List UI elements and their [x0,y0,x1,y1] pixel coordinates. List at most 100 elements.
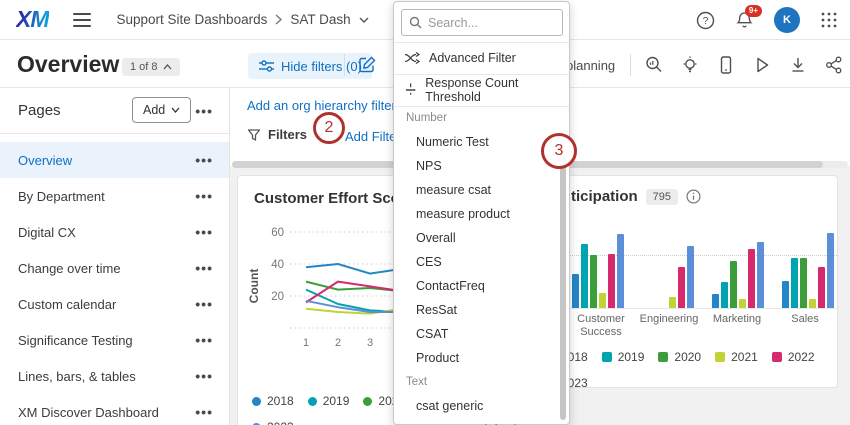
line-series-2018 [305,263,403,275]
add-filter-link[interactable]: Add Filter [345,129,401,144]
response-count-badge: 795 [645,188,679,205]
dropdown-item[interactable]: csat generic [416,399,484,413]
bar-2022 [608,254,615,308]
xm-logo: XM [16,6,49,32]
dropdown-section-header: Number [406,112,447,124]
legend-swatch [252,422,261,425]
bar-group-engineering [639,232,697,308]
legend-item-2019[interactable]: 2019 [601,344,644,370]
bar-2020 [800,258,807,308]
dropdown-item[interactable]: CES [416,255,442,269]
response-count-threshold-item[interactable]: Response Count Threshold [394,74,569,106]
svg-text:2: 2 [335,337,341,349]
mobile-preview-icon[interactable] [716,55,736,75]
sidebar-item-overview[interactable]: Overview ••• [0,142,229,178]
breadcrumb-projects[interactable]: Support Site Dashboards [116,12,268,27]
share-icon[interactable] [824,55,844,75]
help-icon[interactable]: ? [696,11,715,30]
org-hierarchy-filter-link[interactable]: Add an org hierarchy filter [247,98,396,113]
download-icon[interactable] [788,55,808,75]
sidebar-item-by-department[interactable]: By Department ••• [18,188,213,204]
topbar-actions: ? 9+ K [696,0,838,40]
hamburger-icon[interactable] [72,12,91,27]
avatar[interactable]: K [774,7,800,33]
sidebar-item-label: Custom calendar [18,296,117,312]
search-input[interactable] [428,15,548,30]
dropdown-scrollbar[interactable] [560,150,566,420]
svg-text:60: 60 [271,227,284,239]
apps-grid-icon[interactable] [820,11,838,29]
legend-item-2022[interactable]: 2022 [771,344,815,370]
bar-2018 [572,274,579,308]
dropdown-item[interactable]: ContactFreq [416,279,485,293]
line-chart-title: Customer Effort Score Ov [254,190,439,207]
play-icon[interactable] [752,55,772,75]
search-icon [409,16,422,29]
bar-group-customer-success [569,232,627,308]
dropdown-divider [394,74,569,75]
dropdown-item[interactable]: Numeric Test [416,135,489,149]
legend-item-2020[interactable]: 2020 [658,344,701,370]
bar-2022 [818,267,825,308]
svg-text:20: 20 [271,291,284,303]
legend-swatch [601,352,612,362]
legend-item-2023[interactable]: 2023 [252,414,294,425]
pages-header: Pages Add ••• [0,88,229,133]
line-series-2022 [305,280,403,304]
dropdown-item[interactable]: measure product [416,207,510,221]
bar-2021 [599,293,606,308]
dropdown-item[interactable]: Overall [416,231,456,245]
legend-swatch [715,352,726,362]
dropdown-item[interactable]: ResSat [416,303,457,317]
planning-label[interactable]: planning [566,58,616,73]
dropdown-divider [394,42,569,43]
info-icon[interactable] [686,189,701,204]
edit-pencil-icon[interactable] [358,55,377,74]
add-page-button[interactable]: Add [132,97,192,123]
dropdown-item[interactable]: Product [416,351,460,365]
sidebar-item-change-over-time[interactable]: Change over time ••• [18,260,213,276]
dropdown-item[interactable]: CSAT [416,327,449,341]
bar-2019 [721,282,728,308]
legend-item-2021[interactable]: 2021 [715,344,758,370]
dropdown-item[interactable]: Average Satisfaction [394,418,569,425]
sidebar-item-label: XM Discover Dashboard [18,404,159,420]
line-series-2023 [305,299,402,313]
sidebar-item-digital-cx[interactable]: Digital CX ••• [18,224,213,240]
sidebar-item-significance-testing[interactable]: Significance Testing ••• [18,332,213,348]
sidebar-item-xm-discover-dashboard[interactable]: XM Discover Dashboard ••• [18,404,213,420]
bar-2021 [669,297,676,308]
advanced-filter-item[interactable]: Advanced Filter [394,42,569,74]
legend-item-2019[interactable]: 2019 [307,388,350,414]
bar-2021 [809,299,816,308]
bar-2018 [712,294,719,308]
hide-filters-button[interactable]: Hide filters (0) [248,53,372,79]
svg-text:Count: Count [247,269,261,304]
sidebar-item-label: Overview [18,152,73,168]
chevron-down-icon[interactable] [359,17,369,23]
usage-zoom-icon[interactable] [644,55,664,75]
breadcrumb: Support Site Dashboards SAT Dash [117,12,369,27]
legend-label: 2023 [267,420,294,425]
legend-swatch [252,396,261,406]
bar-category-label: Sales [791,313,819,325]
sidebar-item-custom-calendar[interactable]: Custom calendar ••• [18,296,213,312]
page-count-badge[interactable]: 1 of 8 [122,58,180,76]
svg-text:3: 3 [367,337,373,349]
dropdown-item[interactable]: NPS [416,159,442,173]
bell-icon[interactable]: 9+ [735,4,762,30]
bar-2021 [739,299,746,308]
dropdown-divider [394,106,569,107]
dropdown-search[interactable] [401,9,563,36]
legend-label: 2019 [322,394,350,408]
sidebar-item-lines-bars-tables[interactable]: Lines, bars, & tables ••• [18,368,213,384]
sidebar-item-label: Digital CX [18,224,76,240]
svg-text:40: 40 [271,259,284,271]
sidebar-item-label: By Department [18,188,105,204]
bar-2020 [590,255,597,308]
ideas-bulb-icon[interactable] [680,55,700,75]
dropdown-item[interactable]: measure csat [416,183,492,197]
breadcrumb-dashboard[interactable]: SAT Dash [290,12,351,27]
legend-item-2018[interactable]: 2018 [252,388,294,414]
bar-category-label: Engineering [639,313,699,325]
